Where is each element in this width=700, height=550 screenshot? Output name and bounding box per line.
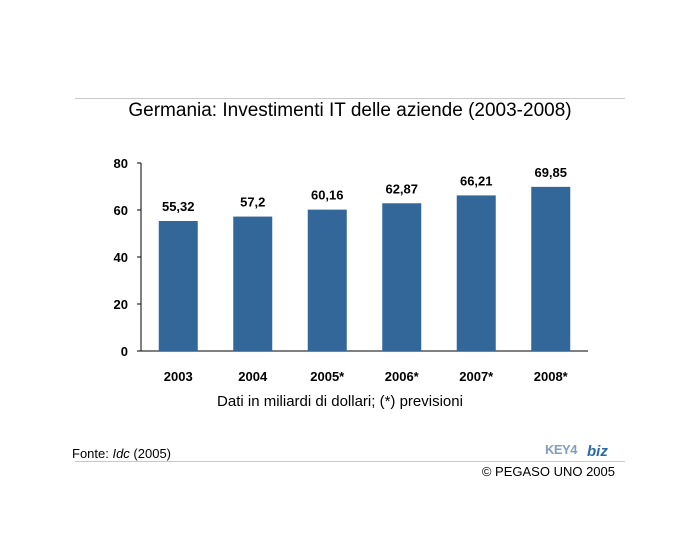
- logo-key-text: KEY4: [545, 442, 578, 457]
- chart-labels: 55,32 2003 57,2 2004 60,16 2005* 62,87 2006* 66,…: [162, 165, 569, 384]
- category-label: 2006*: [385, 369, 420, 384]
- y-tick-label: 80: [114, 156, 128, 171]
- bar: [382, 203, 422, 351]
- bar: [531, 186, 571, 351]
- category-label: 2003: [164, 369, 193, 384]
- category-label: 2008*: [534, 369, 569, 384]
- bar: [307, 209, 347, 351]
- y-tick-label: 0: [121, 344, 128, 359]
- data-label: 69,85: [534, 165, 567, 180]
- bar: [233, 216, 273, 351]
- data-label: 55,32: [162, 199, 195, 214]
- y-tick-label: 60: [114, 203, 128, 218]
- data-label: 60,16: [311, 188, 344, 203]
- data-label: 66,21: [460, 173, 493, 188]
- bar: [456, 195, 496, 351]
- chart-axes: 0 20 40 60 80: [114, 156, 588, 359]
- logo-biz-text: biz: [587, 443, 608, 460]
- data-label: 62,87: [385, 181, 418, 196]
- source-name: Idc: [112, 446, 130, 461]
- category-label: 2005*: [310, 369, 345, 384]
- source-suffix: (2005): [129, 446, 172, 461]
- category-label: 2007*: [459, 369, 494, 384]
- data-label: 57,2: [240, 195, 265, 210]
- copyright-text: © PEGASO UNO 2005: [481, 464, 615, 479]
- chart-note: Dati in miliardi di dollari; (*) previsi…: [217, 393, 463, 410]
- bar: [158, 220, 198, 351]
- source-credit: Fonte: Idc (2005): [72, 446, 171, 461]
- y-tick-label: 20: [114, 297, 128, 312]
- bottom-divider: [75, 461, 625, 462]
- source-prefix: Fonte:: [72, 446, 113, 461]
- top-divider: [75, 98, 625, 99]
- category-label: 2004: [238, 369, 268, 384]
- key4biz-logo: KEY4 biz: [545, 442, 608, 460]
- chart-bars: [158, 186, 571, 351]
- chart-title: Germania: Investimenti IT delle aziende …: [128, 100, 572, 121]
- y-tick-label: 40: [114, 250, 128, 265]
